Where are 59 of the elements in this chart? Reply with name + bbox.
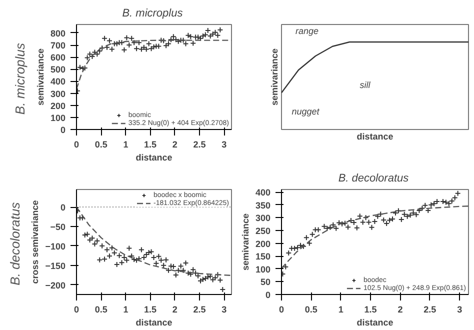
x-tick-label: 0 (74, 304, 80, 314)
x-tick-label: 3 (457, 304, 462, 314)
y-axis-title: semivariance (240, 213, 250, 271)
y-tick-label: −100 (45, 241, 66, 252)
x-tick-label: 2 (172, 140, 178, 150)
x-tick-label: 2 (172, 304, 178, 314)
y-tick-label: 800 (50, 28, 66, 38)
y-tick-label: −150 (45, 260, 66, 271)
y-tick-label: 400 (255, 188, 271, 198)
text: B. microplus (12, 42, 28, 115)
x-tick-label: 1 (123, 140, 128, 150)
y-axis-title: semivariance (270, 48, 280, 106)
y-tick-label: 0 (60, 125, 66, 135)
x-tick-label: 2 (398, 304, 403, 314)
chart-title: B. microplus (122, 8, 184, 20)
x-tick-label: 3 (222, 140, 227, 150)
x-tick-label: 1 (123, 304, 128, 314)
y-tick-label: 400 (50, 76, 66, 87)
x-tick-label: 0 (278, 304, 284, 314)
annotation: nugget (292, 106, 320, 116)
text: range (295, 26, 319, 36)
y-tick-label: 700 (50, 40, 66, 51)
y-tick-label: −50 (50, 222, 66, 232)
text: B. decoloratus (8, 202, 22, 286)
y-tick-label: 250 (255, 226, 271, 236)
x-tick-label: 2.5 (424, 304, 436, 314)
y-tick-label: 600 (50, 52, 66, 63)
y-tick-label: 300 (255, 213, 271, 224)
y-axis-title: cross semivariance (30, 200, 40, 284)
x-tick-label: 1.5 (144, 140, 157, 150)
x-tick-label: 1 (338, 304, 344, 314)
x-tick-label: 0.5 (94, 140, 108, 150)
x-axis-title: distance (136, 152, 172, 162)
y-tick-label: 200 (255, 238, 271, 249)
x-tick-label: 0 (74, 140, 80, 150)
y-tick-label: 350 (255, 200, 271, 210)
y-tick-label: −200 (45, 280, 66, 290)
y-tick-label: 200 (50, 100, 66, 111)
y-tick-label: 150 (255, 252, 271, 262)
x-axis-title: distance (356, 318, 394, 328)
x-tick-label: 1.5 (144, 304, 157, 314)
x-tick-label: 2.5 (193, 140, 206, 150)
y-tick-label: 300 (50, 88, 66, 99)
y-tick-label: 0 (265, 290, 271, 300)
y-axis-title: semivariance (35, 48, 46, 106)
x-tick-label: 0.5 (94, 304, 108, 314)
annotation: sill (360, 80, 372, 90)
y-tick-label: 50 (260, 277, 271, 288)
x-axis-title: distance (136, 318, 172, 328)
y-tick-label: 0 (60, 202, 66, 212)
chart-title: B. decoloratus (338, 172, 410, 184)
x-tick-label: 0.5 (304, 304, 318, 314)
y-tick-label: 100 (50, 112, 66, 123)
x-tick-label: 1.5 (364, 304, 377, 314)
y-tick-label: 100 (255, 264, 271, 274)
y-tick-label: 500 (50, 64, 66, 75)
x-tick-label: 2.5 (193, 304, 206, 314)
x-tick-label: 3 (222, 304, 227, 314)
x-axis-title: distance (356, 132, 394, 142)
